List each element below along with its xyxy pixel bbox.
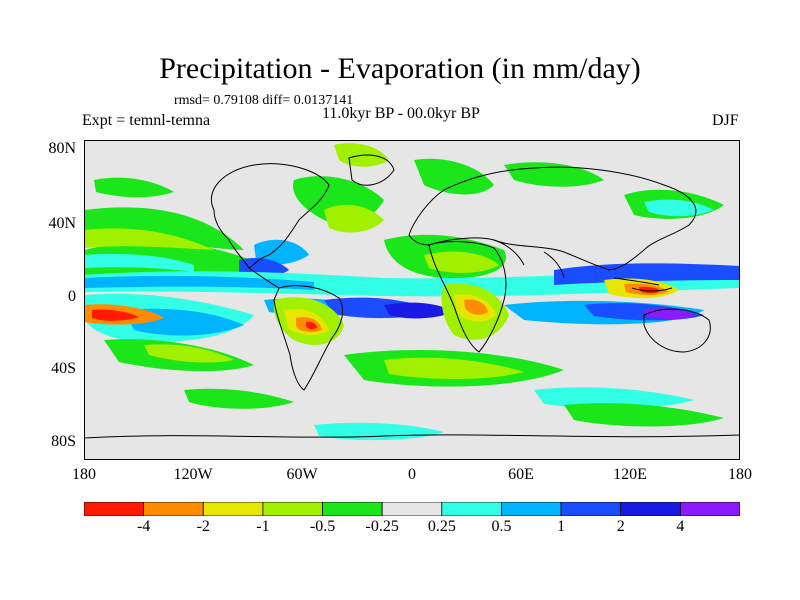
- y-tick-label: 40S: [51, 360, 76, 377]
- y-tick-label: 80S: [51, 433, 76, 450]
- field-blue: [384, 302, 454, 319]
- field-green: [564, 403, 724, 427]
- field-blue: [554, 263, 740, 285]
- colorbar-segment: [441, 502, 502, 516]
- x-tick-label: 60W: [286, 466, 318, 483]
- field-green: [184, 388, 294, 409]
- field-lime: [384, 357, 524, 379]
- colorbar-segment: [84, 502, 145, 516]
- coastline-greenland: [348, 154, 395, 186]
- field-layer: [84, 143, 740, 441]
- coastline-central-america: [248, 267, 280, 289]
- colorbar-label: -4: [136, 518, 151, 535]
- field-blue: [254, 239, 309, 265]
- stats-text: rmsd= 0.79108 diff= 0.0137141: [174, 93, 354, 108]
- colorbar-segment: [202, 502, 264, 516]
- colorbar-label: -2: [196, 518, 210, 535]
- colorbar-label: -1: [256, 518, 270, 535]
- colorbar-segment: [679, 502, 740, 516]
- coastlines: [84, 154, 740, 439]
- field-orange: [464, 299, 488, 315]
- field-lime: [144, 344, 234, 363]
- coastline-south-america: [273, 285, 343, 391]
- colorbar-segment: [322, 502, 383, 516]
- x-tick-label: 180: [72, 466, 96, 483]
- field-cyan: [314, 422, 444, 441]
- x-tick-label: 0: [408, 466, 416, 483]
- field-lime: [424, 251, 499, 273]
- field-red: [639, 286, 661, 294]
- field-lime: [84, 228, 214, 250]
- colorbar-label: 4: [676, 518, 685, 535]
- colorbar-segment: [501, 502, 562, 516]
- field-blue: [84, 275, 314, 290]
- colorbar: [84, 502, 740, 516]
- colorbar-label: 1: [557, 518, 566, 535]
- colorbar-segment: [143, 502, 204, 516]
- field-cyan: [84, 253, 194, 272]
- field-lime: [324, 204, 384, 233]
- coastline-africa: [428, 241, 507, 353]
- colorbar-label: 0.25: [427, 518, 456, 535]
- coastline-antarctica: [84, 434, 740, 439]
- field-cyan: [644, 199, 714, 217]
- field-red: [92, 309, 139, 321]
- y-tick-label: 0: [68, 288, 76, 305]
- colorbar-segment: [381, 502, 443, 516]
- season-text: DJF: [712, 112, 739, 129]
- map-panel: [84, 140, 740, 460]
- colorbar-label: -0.5: [309, 518, 336, 535]
- colorbar-segment: [262, 502, 323, 516]
- y-tick-label: 40N: [48, 215, 76, 232]
- colorbar-label: 0.5: [491, 518, 512, 535]
- x-tick-label: 180: [728, 466, 752, 483]
- y-tick-label: 80N: [48, 140, 76, 157]
- coastline-indonesia: [613, 277, 673, 292]
- field-green: [94, 177, 174, 198]
- coastline-arabia: [493, 239, 525, 266]
- coastline-europe-asia: [408, 166, 697, 271]
- map-border: [84, 140, 740, 460]
- x-tick-label: 120W: [173, 466, 213, 483]
- experiment-text: Expt = temnl-temna: [82, 112, 211, 129]
- field-cyan: [534, 387, 694, 409]
- colorbar-label: -0.25: [365, 518, 399, 535]
- colorbar-segment: [620, 502, 681, 516]
- x-tick-label: 120E: [613, 466, 647, 483]
- coastline-north-america: [210, 163, 330, 269]
- coastline-india: [543, 251, 565, 279]
- x-tick-label: 60E: [508, 466, 534, 483]
- colorbar-label: 2: [616, 518, 625, 535]
- field-green: [414, 158, 494, 195]
- coastline-australia: [643, 308, 711, 353]
- period-text: 11.0kyr BP - 00.0kyr BP: [322, 105, 480, 122]
- field-purple: [644, 308, 696, 319]
- field-red: [306, 321, 317, 330]
- chart-title: Precipitation - Evaporation (in mm/day): [159, 52, 641, 85]
- colorbar-segment: [560, 502, 622, 516]
